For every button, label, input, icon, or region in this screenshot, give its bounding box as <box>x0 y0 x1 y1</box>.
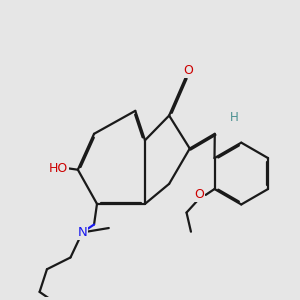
Text: HO: HO <box>49 162 68 175</box>
Text: N: N <box>77 226 87 239</box>
Text: H: H <box>230 111 238 124</box>
Text: O: O <box>183 64 193 77</box>
Text: O: O <box>194 188 204 201</box>
